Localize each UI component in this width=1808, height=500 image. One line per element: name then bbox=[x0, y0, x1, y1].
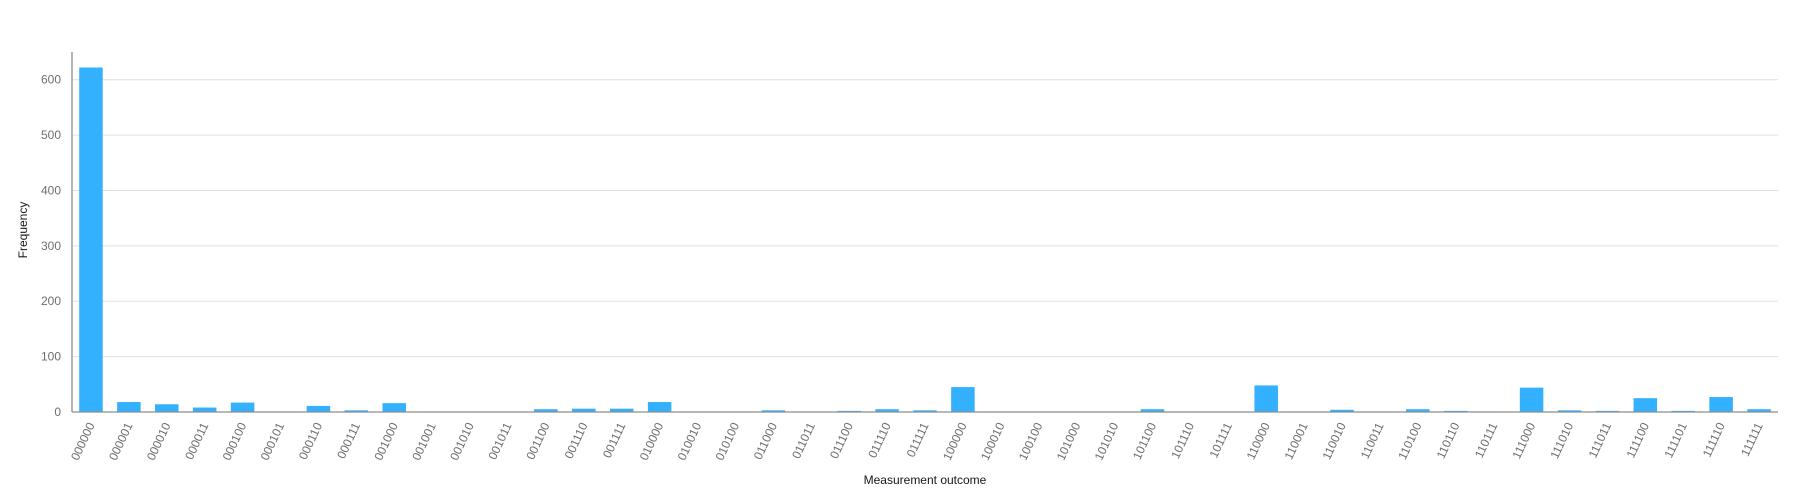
bar-100000 bbox=[951, 387, 975, 412]
gridlines bbox=[72, 79, 1778, 358]
x-tick-label: 000000 bbox=[68, 420, 98, 463]
x-tick-label: 110100 bbox=[1395, 420, 1424, 462]
x-tick-label: 111100 bbox=[1624, 420, 1653, 460]
x-tick-label: 111101 bbox=[1661, 420, 1690, 460]
bar-110000 bbox=[1254, 385, 1278, 412]
y-axis-title: Frequency bbox=[16, 202, 30, 259]
x-tick-label: 111010 bbox=[1547, 420, 1576, 461]
bar-010000 bbox=[647, 402, 672, 412]
x-tick-label: 110000 bbox=[1244, 420, 1273, 462]
bar-001100 bbox=[534, 409, 558, 412]
y-tick-label: 0 bbox=[54, 405, 61, 419]
x-tick-label: 111111 bbox=[1738, 420, 1766, 458]
x-tick-label: 101010 bbox=[1092, 420, 1122, 463]
bar-111111 bbox=[1747, 409, 1771, 412]
x-tick-label: 000100 bbox=[220, 420, 250, 463]
x-axis-title: Measurement outcome bbox=[864, 473, 987, 487]
x-tick-label: 001000 bbox=[371, 420, 401, 463]
y-axis-ticks: 0 100 200 300 400 500 600 bbox=[41, 73, 61, 419]
x-tick-label: 110111 bbox=[1472, 420, 1501, 460]
x-tick-label: 000010 bbox=[144, 420, 174, 463]
bar-000100 bbox=[230, 402, 255, 412]
x-tick-label: 000101 bbox=[258, 420, 288, 463]
x-tick-label: 100100 bbox=[1016, 420, 1046, 463]
bar-000011 bbox=[192, 407, 217, 412]
bar-000110 bbox=[306, 405, 331, 412]
x-tick-label: 011110 bbox=[865, 420, 894, 460]
x-tick-label: 011000 bbox=[751, 420, 780, 462]
bar-110100 bbox=[1406, 409, 1430, 412]
x-tick-label: 001001 bbox=[409, 420, 439, 463]
x-tick-label: 111000 bbox=[1509, 420, 1538, 461]
x-tick-label: 000110 bbox=[296, 420, 325, 462]
y-tick-label: 200 bbox=[41, 294, 61, 308]
x-tick-label: 101000 bbox=[1054, 420, 1084, 463]
bar-101100 bbox=[1140, 409, 1165, 412]
bar-111000 bbox=[1519, 387, 1544, 412]
x-axis-ticks: 000000 000001 000010 000011 000100 000101 0001… bbox=[68, 420, 1766, 463]
x-tick-label: 000111 bbox=[334, 420, 363, 461]
x-tick-label: 010010 bbox=[675, 420, 705, 463]
x-tick-label: 000011 bbox=[182, 420, 211, 462]
bar-000000 bbox=[79, 67, 103, 412]
x-tick-label: 111011 bbox=[1586, 420, 1615, 460]
bar-001110 bbox=[572, 408, 596, 412]
x-tick-label: 100000 bbox=[940, 420, 970, 463]
bar-110010 bbox=[1330, 409, 1354, 412]
bar-011111 bbox=[913, 410, 937, 412]
x-tick-label: 001011 bbox=[485, 420, 514, 462]
x-tick-label: 010100 bbox=[713, 420, 743, 463]
x-tick-label: 001110 bbox=[562, 420, 591, 461]
bar-000010 bbox=[155, 404, 179, 412]
x-tick-label: 101111 bbox=[1207, 420, 1236, 460]
bar-111010 bbox=[1557, 410, 1582, 412]
y-tick-label: 500 bbox=[41, 128, 61, 142]
bar-111100 bbox=[1633, 398, 1658, 412]
x-tick-label: 110001 bbox=[1282, 420, 1311, 462]
bar-001000 bbox=[382, 403, 406, 412]
x-tick-label: 101110 bbox=[1168, 420, 1197, 461]
x-tick-label: 001010 bbox=[447, 420, 477, 463]
x-tick-label: 110010 bbox=[1320, 420, 1349, 462]
x-tick-label: 011100 bbox=[827, 420, 856, 461]
y-tick-label: 100 bbox=[41, 350, 61, 364]
x-tick-label: 100010 bbox=[978, 420, 1008, 463]
y-tick-label: 600 bbox=[41, 73, 61, 87]
bar-011000 bbox=[761, 410, 786, 412]
y-tick-label: 400 bbox=[41, 183, 61, 197]
x-tick-label: 111110 bbox=[1700, 420, 1728, 459]
x-tick-label: 011011 bbox=[789, 420, 818, 461]
bars bbox=[79, 67, 1771, 412]
x-tick-label: 101100 bbox=[1130, 420, 1159, 462]
bar-000001 bbox=[117, 402, 141, 412]
bar-011110 bbox=[875, 409, 899, 412]
x-tick-label: 001100 bbox=[523, 420, 552, 462]
bar-000111 bbox=[344, 410, 369, 412]
x-tick-label: 110011 bbox=[1358, 420, 1387, 461]
bar-001111 bbox=[609, 408, 634, 412]
x-tick-label: 001111 bbox=[600, 420, 629, 460]
y-tick-label: 300 bbox=[41, 239, 61, 253]
x-tick-label: 000001 bbox=[106, 420, 136, 463]
x-tick-label: 010000 bbox=[637, 420, 667, 463]
bar-111110 bbox=[1709, 397, 1733, 412]
x-tick-label: 110110 bbox=[1434, 420, 1463, 461]
x-tick-label: 011111 bbox=[904, 420, 932, 459]
